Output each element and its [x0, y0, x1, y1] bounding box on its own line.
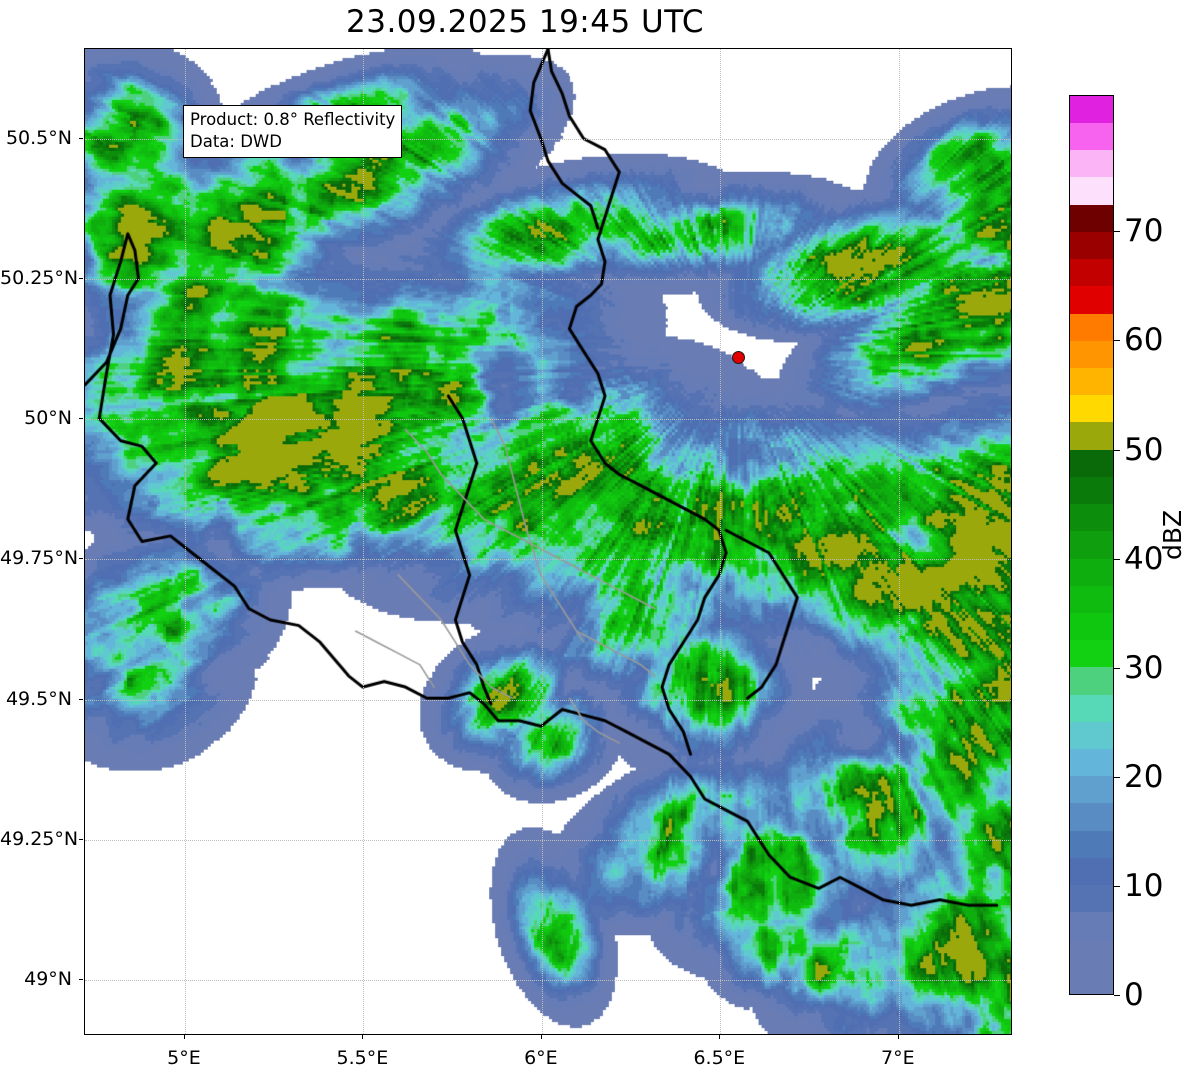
colorbar-tick-label: 50 — [1124, 431, 1164, 468]
x-tickmark — [362, 1035, 364, 1039]
colorbar-band — [1070, 204, 1113, 232]
x-tick-label: 7°E — [880, 1047, 915, 1069]
y-tickmark — [79, 418, 83, 420]
map-plot-area[interactable]: Product: 0.8° Reflectivity Data: DWD — [84, 48, 1012, 1035]
colorbar-tick-label: 10 — [1124, 867, 1164, 904]
colorbar-tickmark — [1114, 776, 1120, 778]
colorbar-band — [1070, 640, 1113, 668]
colorbar-band — [1070, 939, 1113, 967]
info-data-line: Data: DWD — [190, 131, 282, 151]
colorbar-band — [1070, 95, 1113, 123]
y-tickmark — [79, 277, 83, 279]
colorbar-band — [1070, 259, 1113, 287]
colorbar-tick-label: 70 — [1124, 213, 1164, 250]
colorbar-band — [1070, 367, 1113, 396]
colorbar-band — [1070, 612, 1113, 641]
colorbar-band — [1070, 123, 1113, 151]
y-tick-label: 50.5°N — [5, 126, 72, 149]
y-tick-label: 49.75°N — [0, 547, 79, 570]
colorbar-band — [1070, 966, 1113, 994]
colorbar-band — [1070, 585, 1113, 613]
x-tick-label: 5.5°E — [336, 1047, 389, 1069]
info-product-line: Product: 0.8° Reflectivity — [190, 110, 396, 129]
x-tick-label: 6.5°E — [693, 1047, 746, 1069]
colorbar-axis-label: dBZ — [1158, 509, 1187, 560]
product-info-box: Product: 0.8° Reflectivity Data: DWD — [183, 105, 403, 158]
colorbar-tickmark — [1114, 231, 1120, 233]
y-tickmark — [79, 137, 83, 139]
colorbar-band — [1070, 177, 1113, 205]
colorbar-tick-label: 40 — [1124, 540, 1164, 577]
colorbar-tickmark — [1114, 995, 1120, 996]
x-tickmark — [897, 1035, 899, 1039]
colorbar-tickmark — [1114, 885, 1120, 887]
y-tick-label: 49.5°N — [5, 687, 72, 710]
colorbar-band — [1070, 340, 1113, 368]
colorbar-band — [1070, 721, 1113, 750]
y-tick-label: 50.25°N — [0, 266, 79, 289]
y-tickmark — [79, 978, 83, 980]
x-tickmark — [183, 1035, 185, 1039]
colorbar-band — [1070, 476, 1113, 505]
colorbar-tick-label: 0 — [1124, 977, 1144, 1013]
colorbar-band — [1070, 830, 1113, 858]
y-tick-label: 50°N — [24, 407, 72, 430]
colorbar-strip — [1069, 95, 1114, 995]
colorbar-tick-label: 60 — [1124, 322, 1164, 359]
colorbar-tickmark — [1114, 667, 1120, 669]
y-tickmark — [79, 698, 83, 700]
y-tick-label: 49.25°N — [0, 827, 79, 850]
colorbar-band — [1070, 776, 1113, 804]
colorbar-band — [1070, 313, 1113, 341]
colorbar-band — [1070, 395, 1113, 423]
colorbar-tickmark — [1114, 558, 1120, 560]
colorbar-band — [1070, 694, 1113, 722]
colorbar-tickmark — [1114, 449, 1120, 451]
colorbar-band — [1070, 422, 1113, 450]
colorbar-tickmark — [1114, 340, 1120, 342]
colorbar-band — [1070, 231, 1113, 260]
colorbar-band — [1070, 667, 1113, 695]
x-tick-label: 6°E — [524, 1047, 558, 1069]
colorbar-band — [1070, 150, 1113, 178]
x-tickmark — [540, 1035, 542, 1039]
x-tickmark — [719, 1035, 721, 1039]
y-tick-label: 49°N — [24, 967, 72, 990]
colorbar-band — [1070, 558, 1113, 586]
page-title: 23.09.2025 19:45 UTC — [346, 4, 704, 40]
colorbar-band — [1070, 885, 1113, 913]
colorbar-band — [1070, 912, 1113, 940]
radar-reflectivity-layer — [85, 49, 1011, 1034]
colorbar-band — [1070, 803, 1113, 831]
colorbar-band — [1070, 449, 1113, 477]
x-tick-label: 5°E — [167, 1047, 201, 1069]
colorbar-band — [1070, 749, 1113, 777]
y-tickmark — [79, 838, 83, 840]
colorbar-band — [1070, 531, 1113, 559]
colorbar-band — [1070, 504, 1113, 532]
radar-site-marker[interactable] — [731, 350, 745, 364]
colorbar-band — [1070, 286, 1113, 314]
colorbar-tick-label: 20 — [1124, 758, 1164, 795]
y-tickmark — [79, 558, 83, 560]
colorbar-tick-label: 30 — [1124, 649, 1164, 686]
colorbar[interactable] — [1069, 95, 1114, 995]
colorbar-band — [1070, 857, 1113, 886]
